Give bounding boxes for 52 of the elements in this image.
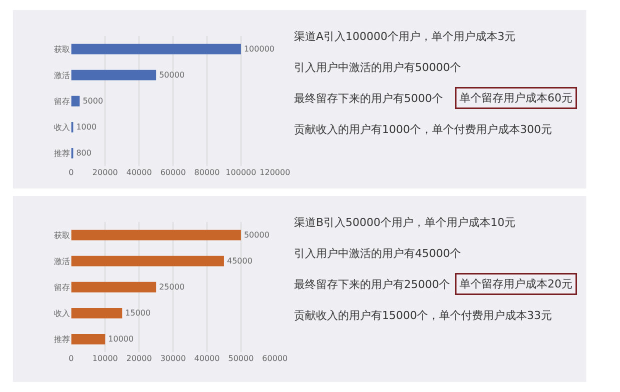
y-tick-label: 留存 bbox=[54, 282, 70, 292]
y-tick-label: 获取 bbox=[54, 44, 70, 54]
text: 引入用户中激活的用户有45000个 bbox=[294, 247, 461, 260]
x-tick-label: 10000 bbox=[92, 354, 118, 364]
y-tick-label: 激活 bbox=[54, 70, 70, 80]
x-tick-label: 20000 bbox=[126, 354, 152, 364]
x-tick-label: 60000 bbox=[160, 168, 186, 178]
bar bbox=[71, 70, 156, 80]
data-label: 50000 bbox=[159, 70, 185, 80]
bar bbox=[71, 256, 224, 266]
data-label: 1000 bbox=[76, 122, 97, 132]
text: 渠道A引入100000个用户，单个用户成本3元 bbox=[294, 30, 516, 43]
text: 单个留存用户成本20元 bbox=[460, 278, 572, 290]
y-tick-label: 激活 bbox=[54, 256, 70, 266]
x-tick-label: 80000 bbox=[194, 168, 220, 178]
text: 单个留存用户成本60元 bbox=[460, 92, 572, 104]
x-tick-label: 60000 bbox=[262, 354, 288, 364]
data-label: 100000 bbox=[244, 44, 274, 54]
data-label: 25000 bbox=[159, 282, 185, 292]
x-tick-label: 0 bbox=[68, 354, 74, 364]
y-tick-label: 获取 bbox=[54, 230, 70, 240]
data-label: 800 bbox=[76, 148, 92, 158]
y-tick-label: 推荐 bbox=[54, 149, 70, 158]
bar bbox=[71, 96, 80, 106]
data-label: 10000 bbox=[108, 334, 134, 344]
text: 最终留存下来的用户有5000个 bbox=[294, 92, 443, 105]
y-tick-label: 收入 bbox=[54, 308, 70, 318]
x-tick-label: 0 bbox=[68, 168, 74, 178]
bar bbox=[71, 230, 241, 240]
x-tick-label: 100000 bbox=[226, 168, 256, 178]
x-tick-label: 40000 bbox=[126, 168, 152, 178]
data-label: 45000 bbox=[226, 256, 252, 266]
x-tick-label: 120000 bbox=[260, 168, 290, 178]
x-tick-label: 50000 bbox=[228, 354, 254, 364]
text: 贡献收入的用户有1000个，单个付费用户成本300元 bbox=[294, 123, 552, 136]
bar bbox=[71, 334, 106, 344]
data-label: 50000 bbox=[244, 230, 270, 240]
bar bbox=[71, 44, 241, 54]
y-tick-label: 推荐 bbox=[54, 335, 70, 344]
bar bbox=[71, 308, 122, 318]
data-label: 15000 bbox=[125, 308, 151, 318]
y-tick-label: 收入 bbox=[54, 122, 70, 132]
text: 最终留存下来的用户有25000个 bbox=[294, 278, 450, 291]
text: 贡献收入的用户有15000个，单个付费用户成本33元 bbox=[294, 309, 552, 322]
data-label: 5000 bbox=[82, 96, 104, 106]
text: 渠道B引入50000个用户，单个用户成本10元 bbox=[294, 216, 516, 229]
x-tick-label: 40000 bbox=[194, 354, 220, 364]
x-tick-label: 30000 bbox=[160, 354, 186, 364]
text: 引入用户中激活的用户有50000个 bbox=[294, 61, 461, 74]
x-tick-label: 20000 bbox=[92, 168, 118, 178]
y-tick-label: 留存 bbox=[54, 96, 70, 106]
bar bbox=[71, 282, 156, 292]
